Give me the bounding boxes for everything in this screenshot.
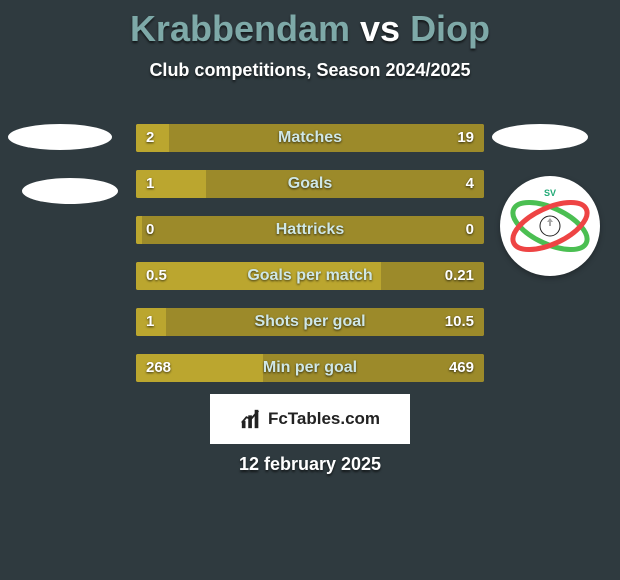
stat-label: Matches: [136, 124, 484, 152]
stat-label: Shots per goal: [136, 308, 484, 336]
footer-date: 12 february 2025: [0, 454, 620, 475]
stat-row: 268469Min per goal: [136, 354, 484, 382]
club-badge-icon: SV: [500, 176, 600, 276]
logo-text: SV: [544, 188, 556, 198]
title-player1: Krabbendam: [130, 8, 350, 49]
stat-row: 110.5Shots per goal: [136, 308, 484, 336]
team-right-logo: SV: [500, 176, 600, 276]
chart-icon: [240, 408, 262, 430]
brand-text: FcTables.com: [268, 409, 380, 429]
subtitle: Club competitions, Season 2024/2025: [0, 60, 620, 81]
stat-row: 0.50.21Goals per match: [136, 262, 484, 290]
stat-row: 219Matches: [136, 124, 484, 152]
stat-label: Goals: [136, 170, 484, 198]
comparison-infographic: Krabbendam vs Diop Club competitions, Se…: [0, 0, 620, 580]
stat-row: 14Goals: [136, 170, 484, 198]
team-left-ellipse-1: [8, 124, 112, 150]
title-vs: vs: [360, 8, 400, 49]
title-player2: Diop: [410, 8, 490, 49]
stat-label: Min per goal: [136, 354, 484, 382]
stat-bars: 219Matches 14Goals 00Hattricks 0.50.21Goals…: [136, 124, 484, 400]
title: Krabbendam vs Diop: [0, 0, 620, 50]
stat-label: Goals per match: [136, 262, 484, 290]
team-right-ellipse-1: [492, 124, 588, 150]
stat-label: Hattricks: [136, 216, 484, 244]
stat-row: 00Hattricks: [136, 216, 484, 244]
team-left-ellipse-2: [22, 178, 118, 204]
brand-badge: FcTables.com: [210, 394, 410, 444]
